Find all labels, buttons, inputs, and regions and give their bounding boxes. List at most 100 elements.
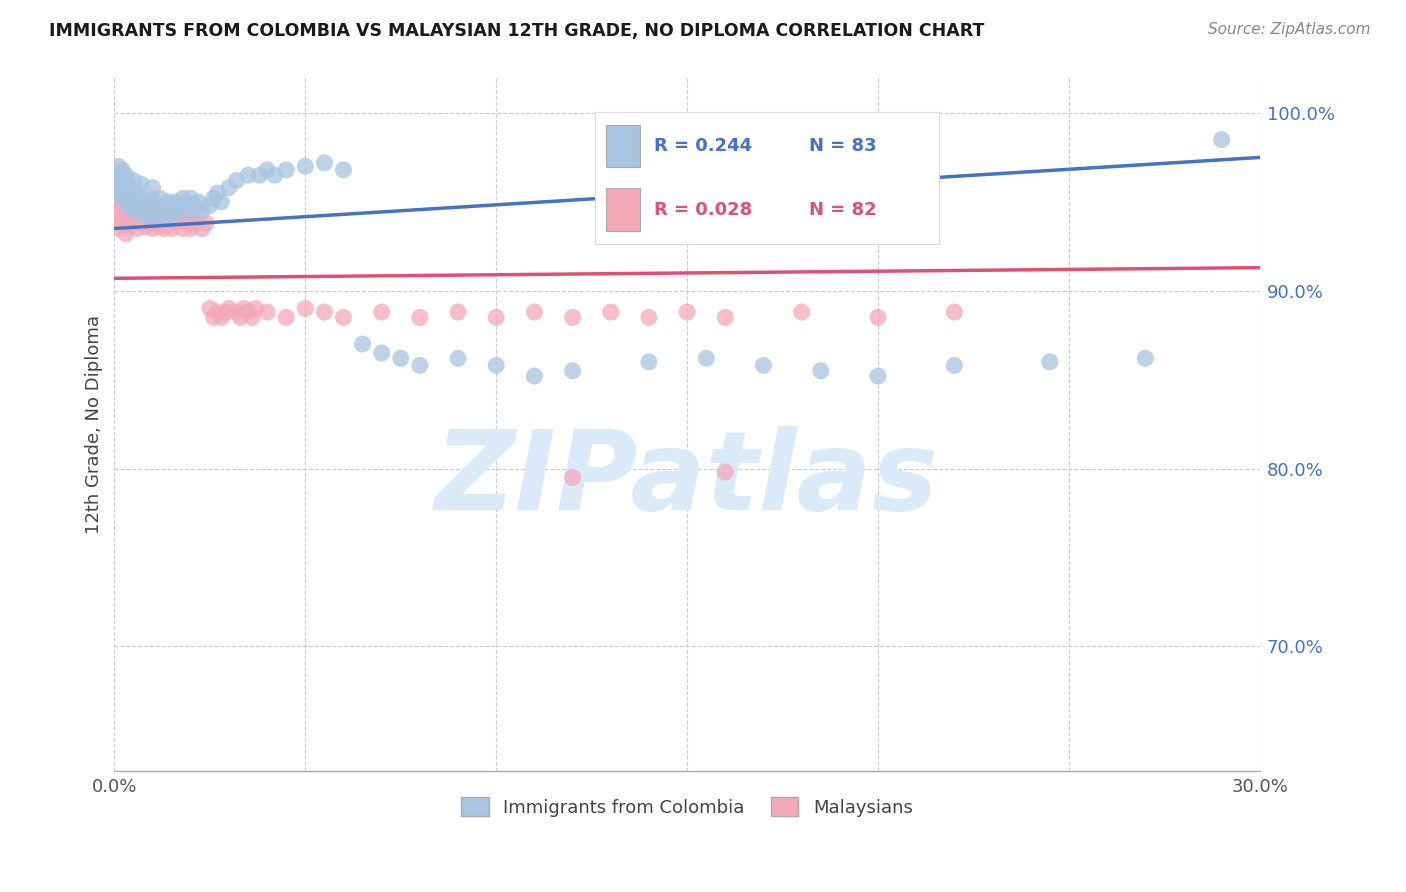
Point bbox=[153, 221, 176, 235]
Point bbox=[810, 364, 832, 378]
Point bbox=[107, 186, 129, 200]
Point bbox=[209, 310, 232, 325]
Point bbox=[409, 310, 432, 325]
Point bbox=[180, 191, 202, 205]
Point bbox=[122, 203, 145, 218]
Point bbox=[172, 209, 194, 223]
Point bbox=[236, 168, 259, 182]
Point bbox=[276, 310, 298, 325]
Point bbox=[447, 305, 470, 319]
Point bbox=[127, 209, 149, 223]
Point bbox=[111, 162, 134, 177]
Point bbox=[107, 194, 129, 209]
Point bbox=[191, 221, 214, 235]
Point bbox=[485, 359, 508, 373]
Point bbox=[332, 310, 354, 325]
Point bbox=[866, 310, 889, 325]
Point bbox=[187, 194, 209, 209]
Point bbox=[352, 337, 374, 351]
Point bbox=[142, 212, 165, 227]
Point bbox=[115, 203, 138, 218]
Point bbox=[111, 212, 134, 227]
Point bbox=[111, 180, 134, 194]
Point bbox=[122, 173, 145, 187]
Point bbox=[122, 216, 145, 230]
Point bbox=[142, 221, 165, 235]
Point bbox=[176, 216, 198, 230]
Point bbox=[149, 203, 172, 218]
Y-axis label: 12th Grade, No Diploma: 12th Grade, No Diploma bbox=[86, 315, 103, 533]
Point bbox=[142, 198, 165, 212]
Point bbox=[129, 203, 152, 218]
Point bbox=[256, 162, 278, 177]
Point bbox=[314, 155, 336, 169]
Point bbox=[122, 205, 145, 219]
Point bbox=[207, 186, 229, 200]
Point bbox=[225, 305, 247, 319]
Point bbox=[118, 209, 141, 223]
Point bbox=[142, 202, 165, 216]
Point bbox=[134, 209, 156, 223]
Point bbox=[245, 301, 267, 316]
Point bbox=[165, 203, 187, 218]
Point bbox=[676, 305, 699, 319]
Point bbox=[165, 194, 187, 209]
Point bbox=[183, 216, 205, 230]
Point bbox=[142, 180, 165, 194]
Point bbox=[122, 194, 145, 209]
Point bbox=[115, 177, 138, 191]
Point bbox=[714, 465, 737, 479]
Point bbox=[599, 305, 621, 319]
Point bbox=[118, 198, 141, 212]
Point bbox=[233, 301, 256, 316]
Point bbox=[129, 216, 152, 230]
Point bbox=[111, 186, 134, 200]
Point bbox=[229, 310, 252, 325]
Point bbox=[207, 305, 229, 319]
Point bbox=[169, 212, 191, 227]
Point bbox=[714, 310, 737, 325]
Point bbox=[370, 346, 392, 360]
Point bbox=[160, 209, 183, 223]
Point bbox=[294, 159, 316, 173]
Point bbox=[866, 369, 889, 384]
Point bbox=[214, 305, 236, 319]
Point bbox=[294, 301, 316, 316]
Point bbox=[153, 209, 176, 223]
Point bbox=[115, 227, 138, 241]
Point bbox=[332, 162, 354, 177]
Point bbox=[169, 198, 191, 212]
Point bbox=[191, 203, 214, 218]
Point bbox=[256, 305, 278, 319]
Point bbox=[127, 198, 149, 212]
Point bbox=[115, 194, 138, 209]
Point bbox=[118, 198, 141, 212]
Point bbox=[240, 310, 263, 325]
Point bbox=[202, 310, 225, 325]
Text: Source: ZipAtlas.com: Source: ZipAtlas.com bbox=[1208, 22, 1371, 37]
Point bbox=[790, 305, 813, 319]
Point bbox=[122, 186, 145, 200]
Point bbox=[107, 177, 129, 191]
Point bbox=[138, 216, 160, 230]
Point bbox=[160, 221, 183, 235]
Point bbox=[314, 305, 336, 319]
Point bbox=[138, 194, 160, 209]
Point bbox=[183, 198, 205, 212]
Point bbox=[218, 180, 240, 194]
Point bbox=[149, 209, 172, 223]
Point bbox=[107, 186, 129, 200]
Point bbox=[198, 301, 221, 316]
Point bbox=[370, 305, 392, 319]
Point bbox=[111, 198, 134, 212]
Point bbox=[236, 305, 259, 319]
Point bbox=[107, 221, 129, 235]
Point bbox=[149, 191, 172, 205]
Point bbox=[447, 351, 470, 366]
Point bbox=[187, 209, 209, 223]
Point bbox=[160, 209, 183, 223]
Point bbox=[409, 359, 432, 373]
Point bbox=[180, 221, 202, 235]
Point bbox=[202, 191, 225, 205]
Point bbox=[145, 203, 167, 218]
